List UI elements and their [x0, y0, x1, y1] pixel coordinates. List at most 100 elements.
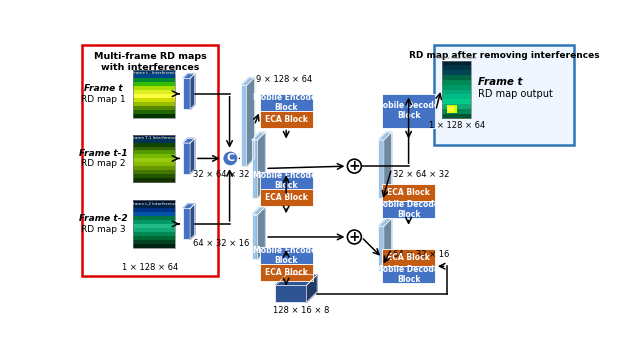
Text: RD map 3: RD map 3: [81, 225, 125, 234]
Text: 1 × 128 × 64: 1 × 128 × 64: [429, 121, 484, 130]
Text: Frame T-1 Interference: Frame T-1 Interference: [131, 136, 177, 140]
Polygon shape: [183, 204, 195, 208]
Bar: [132, 74, 175, 78]
Bar: [442, 109, 472, 114]
Polygon shape: [183, 74, 195, 78]
Text: +: +: [349, 159, 360, 173]
Bar: [382, 249, 435, 266]
Bar: [442, 94, 472, 100]
Bar: [382, 201, 435, 218]
Bar: [448, 107, 454, 111]
Text: RD map 1: RD map 1: [81, 95, 125, 103]
Bar: [378, 226, 384, 271]
Bar: [260, 94, 312, 111]
Text: Frame t-2: Frame t-2: [79, 214, 127, 223]
Bar: [132, 178, 175, 183]
Text: Mobile Encoder
Block: Mobile Encoder Block: [253, 92, 319, 112]
Bar: [132, 200, 175, 204]
Text: 32 × 64 × 32: 32 × 64 × 32: [393, 170, 449, 179]
Bar: [378, 140, 384, 198]
Polygon shape: [378, 218, 392, 226]
Circle shape: [348, 159, 362, 173]
Text: Multi-frame RD maps
with interferences: Multi-frame RD maps with interferences: [94, 52, 207, 71]
Bar: [132, 228, 175, 232]
Bar: [132, 204, 175, 208]
Bar: [132, 110, 175, 114]
Text: ECA Block: ECA Block: [387, 188, 430, 197]
Bar: [132, 78, 175, 82]
Polygon shape: [190, 74, 195, 109]
Polygon shape: [307, 275, 317, 303]
Polygon shape: [257, 207, 265, 259]
Bar: [442, 114, 472, 119]
Bar: [132, 150, 175, 155]
Bar: [132, 158, 175, 163]
Bar: [442, 99, 472, 104]
Bar: [132, 142, 175, 147]
Bar: [442, 75, 472, 80]
Text: 64 × 32 × 16: 64 × 32 × 16: [193, 239, 250, 248]
Bar: [132, 155, 175, 159]
Bar: [132, 98, 175, 102]
Text: Frame t - Interference: Frame t - Interference: [131, 71, 177, 76]
Bar: [132, 162, 175, 167]
Bar: [132, 224, 175, 228]
Circle shape: [223, 151, 238, 166]
Bar: [132, 106, 175, 110]
Bar: [442, 61, 472, 118]
Polygon shape: [384, 218, 392, 271]
Text: ECA Block: ECA Block: [265, 268, 308, 277]
Bar: [132, 236, 175, 240]
Bar: [132, 94, 175, 98]
Bar: [132, 135, 175, 139]
Polygon shape: [190, 138, 195, 174]
Text: RD map after removing interferences: RD map after removing interferences: [408, 51, 599, 60]
Bar: [132, 244, 175, 248]
Text: Mobile Decoder
Block: Mobile Decoder Block: [374, 265, 442, 284]
Polygon shape: [252, 207, 265, 215]
Bar: [252, 215, 257, 259]
Polygon shape: [252, 132, 265, 140]
Text: Frame t: Frame t: [84, 84, 123, 93]
Bar: [132, 216, 175, 220]
Text: C: C: [227, 154, 234, 164]
Polygon shape: [275, 275, 317, 286]
Text: ECA Block: ECA Block: [387, 253, 430, 262]
Bar: [442, 85, 472, 90]
Polygon shape: [378, 132, 392, 140]
Text: ECA Block: ECA Block: [265, 193, 308, 202]
Bar: [132, 166, 175, 171]
Bar: [183, 143, 190, 174]
Text: 32 × 64 × 32: 32 × 64 × 32: [193, 170, 250, 179]
Bar: [442, 80, 472, 85]
Bar: [132, 70, 175, 74]
Bar: [132, 220, 175, 224]
Circle shape: [348, 230, 362, 244]
Bar: [275, 286, 307, 303]
Text: ECA Block: ECA Block: [265, 115, 308, 124]
Bar: [132, 170, 175, 175]
Bar: [447, 105, 458, 113]
Bar: [132, 102, 175, 106]
Text: 128 × 16 × 8: 128 × 16 × 8: [273, 306, 330, 315]
Bar: [252, 140, 257, 198]
Text: +: +: [349, 230, 360, 244]
Text: Frame t dec output: Frame t dec output: [437, 56, 476, 60]
Bar: [442, 61, 472, 66]
Text: 9 × 128 × 64: 9 × 128 × 64: [256, 75, 312, 84]
Text: 1 × 128 × 64: 1 × 128 × 64: [122, 263, 179, 273]
Text: RD map 2: RD map 2: [81, 159, 125, 168]
Bar: [382, 184, 435, 201]
Bar: [241, 85, 246, 166]
Polygon shape: [257, 132, 265, 198]
Bar: [183, 78, 190, 109]
Bar: [132, 135, 175, 182]
Polygon shape: [246, 78, 254, 166]
Bar: [132, 212, 175, 216]
Bar: [132, 82, 175, 86]
Text: Mobile Encoder
Block: Mobile Encoder Block: [253, 246, 319, 265]
Text: Frame t-2 Interference: Frame t-2 Interference: [131, 201, 177, 206]
Bar: [132, 200, 175, 248]
Bar: [132, 147, 175, 151]
Bar: [260, 111, 312, 128]
